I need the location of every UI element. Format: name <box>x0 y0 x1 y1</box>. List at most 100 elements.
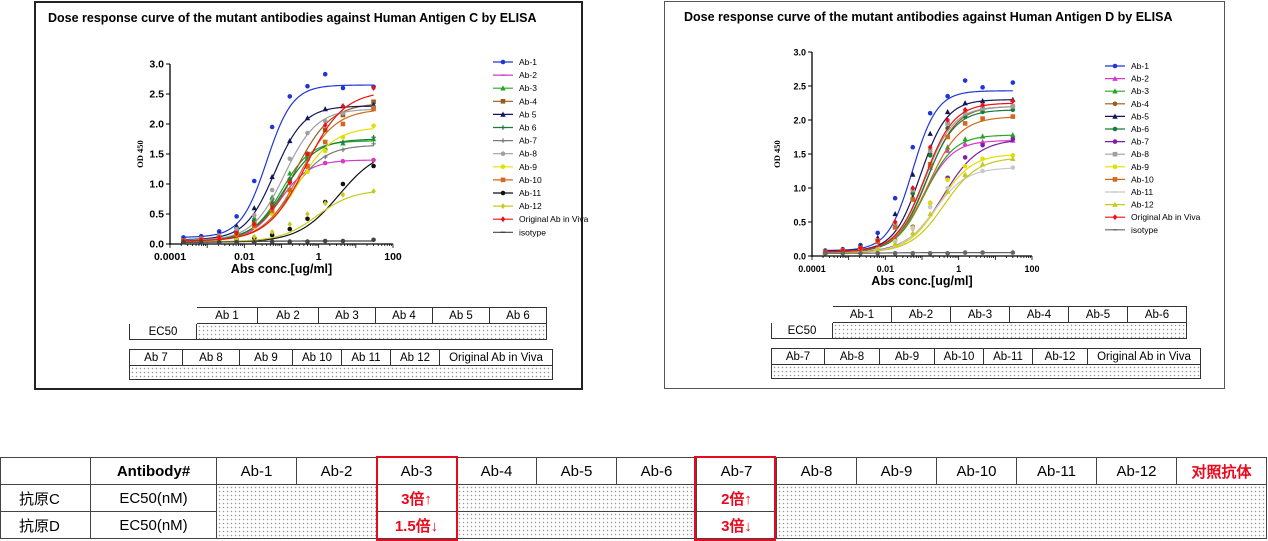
x-tick-label: 0.01 <box>877 264 895 274</box>
data-point <box>927 144 933 151</box>
summary-header-row: Antibody# Ab-1 Ab-2 Ab-3 Ab-4 Ab-5 Ab-6 … <box>0 457 1267 485</box>
data-point <box>979 98 986 104</box>
data-point <box>340 238 346 244</box>
ec50-values-redacted <box>129 365 553 380</box>
ec50-col-header: Ab 11 <box>341 349 391 366</box>
data-point <box>371 157 376 163</box>
curve-ab-1 <box>183 84 374 238</box>
antibody-header: Antibody# <box>90 457 217 485</box>
y-tick-label: 1.0 <box>793 184 806 194</box>
ec50-col-header: Ab 12 <box>390 349 440 366</box>
data-point <box>340 147 346 153</box>
data-point <box>910 171 916 177</box>
redacted-cell <box>216 484 377 539</box>
ec50-table-d-row1: Ab-1 Ab-2 Ab-3 Ab-4 Ab-5 Ab-6 EC50 <box>771 306 1187 339</box>
data-point <box>1010 98 1016 104</box>
dose-response-chart-d: 0.0 0.5 1.0 1.5 2.0 2.5 3.0 0.0001 0.01 1 100 Abs c… <box>772 48 1201 289</box>
y-tick-label: 1.5 <box>149 149 164 161</box>
legend-marker <box>500 138 506 143</box>
data-point <box>322 106 328 112</box>
data-point <box>962 121 968 126</box>
data-point <box>962 171 968 177</box>
y-tick-label: 3.0 <box>793 48 806 58</box>
legend-label: Ab-10 <box>1131 174 1154 184</box>
ec50-col-header: Original Ab in Viva <box>439 349 553 366</box>
legend-marker <box>1112 164 1118 170</box>
y-tick-label: 0.0 <box>149 239 164 251</box>
legend-marker <box>1112 88 1118 94</box>
legend-label: Ab 6 <box>519 123 537 133</box>
legend-label: Ab-3 <box>519 83 537 93</box>
data-point <box>962 163 968 169</box>
legend-label: Ab-4 <box>519 96 537 106</box>
y-tick-label: 3.0 <box>149 59 164 71</box>
summary-col-header: Ab-3 <box>376 457 457 485</box>
x-tick-label: 100 <box>1024 264 1039 274</box>
data-point <box>269 232 275 238</box>
data-point <box>269 202 275 207</box>
legend-label: Ab-2 <box>519 70 537 80</box>
data-point <box>216 234 222 241</box>
legend-marker <box>1112 151 1118 157</box>
data-point <box>822 250 828 256</box>
legend-marker <box>1112 201 1118 207</box>
data-point <box>980 106 985 111</box>
data-point <box>1010 132 1016 138</box>
data-point <box>1010 80 1016 85</box>
data-point <box>340 134 346 140</box>
curve-ab-7 <box>183 145 374 242</box>
legend-label: Ab-7 <box>519 136 537 146</box>
data-point <box>287 156 293 162</box>
data-point <box>322 238 328 244</box>
data-point <box>287 179 293 186</box>
curve-original-ab-in-viva <box>183 94 374 242</box>
chart-panel-antigen-c: Dose response curve of the mutant antibo… <box>34 1 589 390</box>
redacted-cell <box>456 484 697 512</box>
curve-ab-10 <box>183 110 374 242</box>
legend-label: isotype <box>1131 225 1158 235</box>
ab3-fold-change: 1.5倍↓ <box>376 511 457 539</box>
ec50-col-header: Ab 4 <box>375 307 433 324</box>
data-point <box>927 204 933 210</box>
summary-row-antigen-d: 抗原D EC50(nM) 1.5倍↓ 3倍↓ <box>0 511 1267 539</box>
legend-label: Ab-11 <box>1131 187 1153 197</box>
ec50-col-header: Ab-10 <box>934 348 984 365</box>
curve-ab-6 <box>183 138 374 241</box>
metric-label: EC50(nM) <box>90 484 217 512</box>
summary-col-header: Ab-8 <box>776 457 857 485</box>
data-point <box>269 173 275 180</box>
legend-label: Ab-1 <box>1131 61 1149 71</box>
summary-table: Antibody# Ab-1 Ab-2 Ab-3 Ab-4 Ab-5 Ab-6 … <box>0 457 1267 539</box>
data-point <box>371 85 376 91</box>
data-point <box>305 151 310 157</box>
data-point <box>910 226 916 232</box>
legend-label: Ab-5 <box>1131 111 1149 121</box>
ec50-col-header: Ab-12 <box>1032 348 1088 365</box>
ec50-col-header: Ab-3 <box>950 306 1010 323</box>
legend-label: Ab-7 <box>1131 137 1149 147</box>
data-point <box>927 200 933 206</box>
curve-ab-3 <box>183 140 374 241</box>
y-tick-label: 2.5 <box>793 82 806 92</box>
data-point <box>979 138 986 145</box>
summary-col-header: Ab-7 <box>696 457 777 485</box>
ec50-table-c-row1: Ab 1 Ab 2 Ab 3 Ab 4 Ab 5 Ab 6 EC50 <box>129 307 547 340</box>
data-point <box>927 153 933 158</box>
data-point <box>927 130 933 136</box>
summary-col-header: Ab-4 <box>456 457 537 485</box>
ec50-col-header: Ab 10 <box>292 349 342 366</box>
data-point <box>322 71 328 77</box>
data-point <box>287 187 293 193</box>
data-point <box>340 121 346 127</box>
redacted-cell <box>456 511 697 539</box>
data-point <box>371 134 376 140</box>
data-point <box>371 188 376 195</box>
data-point <box>251 239 257 245</box>
y-tick-label: 0.5 <box>149 209 164 221</box>
data-point <box>980 102 985 108</box>
data-point <box>269 239 275 244</box>
data-point <box>945 134 950 140</box>
legend-marker <box>500 85 506 91</box>
data-point <box>269 194 275 200</box>
data-point <box>269 208 275 214</box>
